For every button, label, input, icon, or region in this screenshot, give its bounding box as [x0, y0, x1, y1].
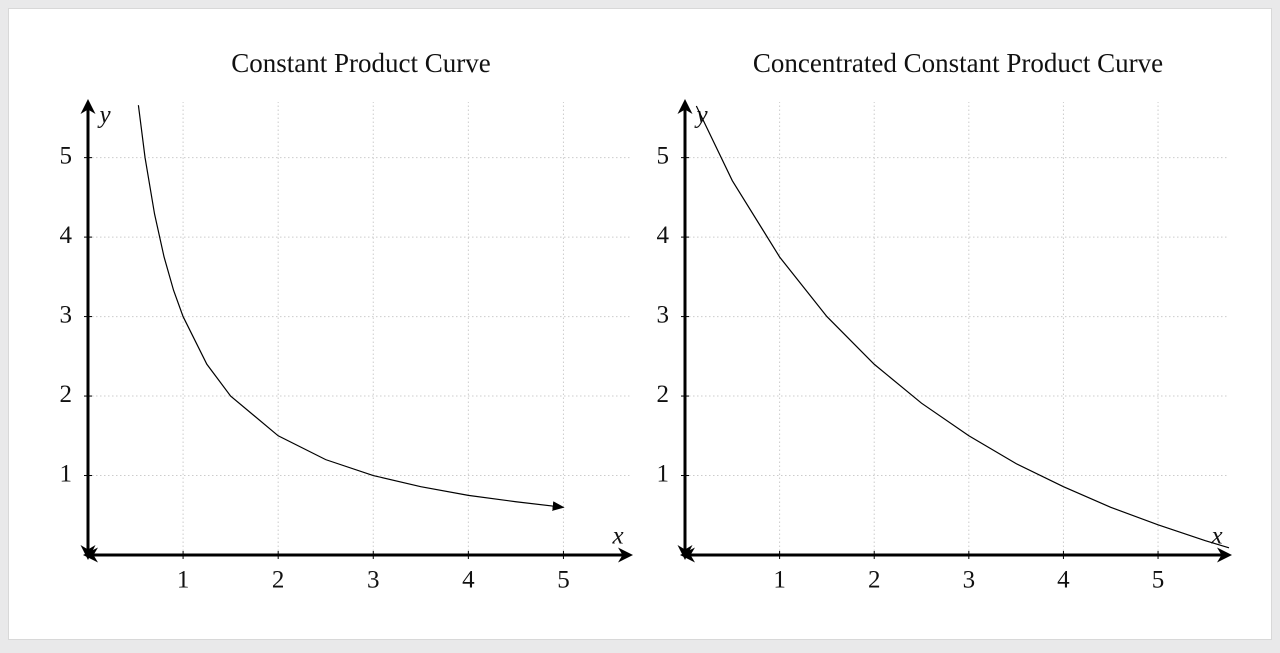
x-tick-label: 3	[367, 567, 380, 594]
y-tick-label: 5	[60, 142, 73, 169]
curve	[137, 105, 565, 511]
y-tick-label: 4	[657, 222, 670, 249]
figure-card	[8, 8, 1272, 640]
chart-title: Concentrated Constant Product Curve	[753, 48, 1163, 78]
y-tick-label: 4	[60, 222, 73, 249]
y-tick-label: 3	[60, 301, 73, 328]
y-tick-label: 1	[657, 460, 670, 487]
x-axis-label: x	[611, 523, 623, 550]
x-tick-label: 3	[963, 567, 976, 594]
y-axis-label: y	[96, 102, 111, 129]
y-tick-label: 2	[657, 381, 670, 408]
y-tick-label: 1	[60, 460, 73, 487]
x-tick-label: 2	[272, 567, 285, 594]
y-tick-label: 5	[657, 142, 670, 169]
x-tick-label: 5	[1152, 567, 1165, 594]
x-tick-label: 5	[557, 567, 570, 594]
y-tick-label: 3	[657, 301, 670, 328]
x-tick-label: 2	[868, 567, 881, 594]
x-tick-label: 4	[1057, 567, 1070, 594]
x-tick-label: 1	[773, 567, 786, 594]
chart-title: Constant Product Curve	[231, 48, 490, 78]
x-tick-label: 4	[462, 567, 475, 594]
y-tick-label: 2	[60, 381, 73, 408]
x-tick-label: 1	[177, 567, 190, 594]
curve	[695, 105, 1230, 549]
